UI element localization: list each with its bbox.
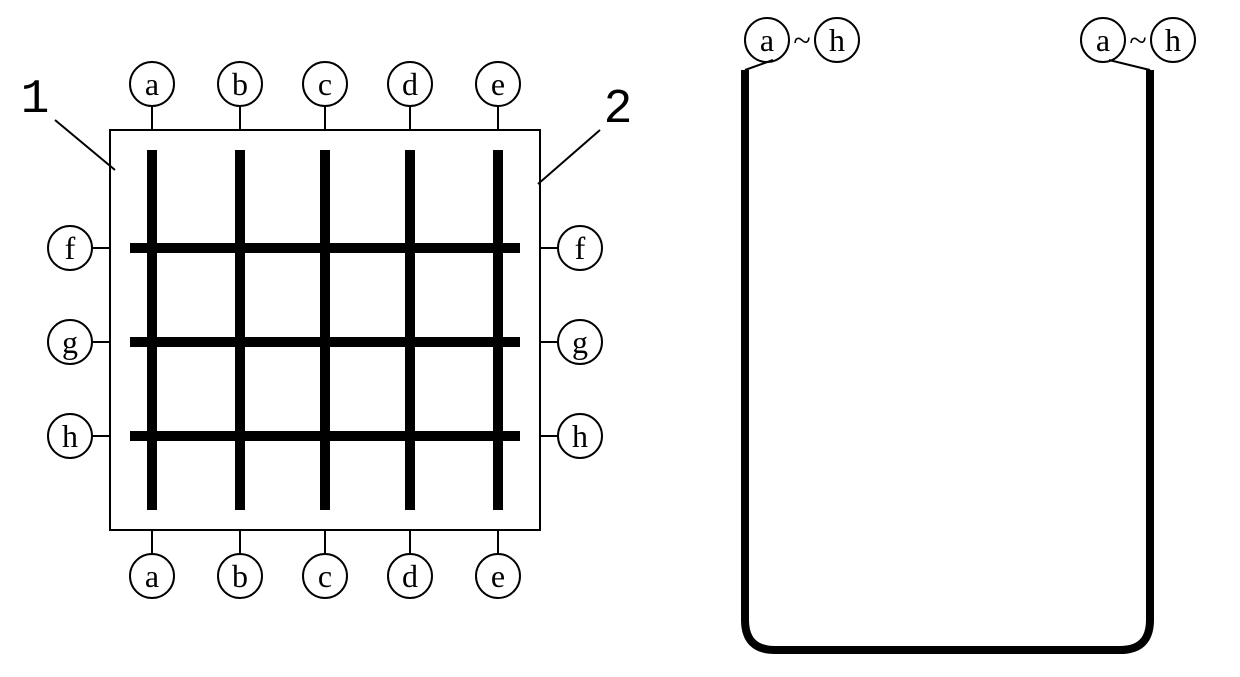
grid-top-label: c <box>303 62 347 106</box>
svg-text:h: h <box>62 418 78 454</box>
grid-top-label: b <box>218 62 262 106</box>
u-top-label-h: h <box>1151 18 1195 62</box>
grid-right-label: h <box>558 414 602 458</box>
svg-text:h: h <box>829 22 845 58</box>
svg-text:d: d <box>402 558 418 594</box>
svg-text:f: f <box>65 230 76 266</box>
callout-line <box>538 130 600 184</box>
callout-number: 2 <box>604 83 633 137</box>
svg-text:h: h <box>572 418 588 454</box>
u-top-label-h: h <box>815 18 859 62</box>
grid-left-label: f <box>48 226 92 270</box>
svg-text:b: b <box>232 558 248 594</box>
grid-bottom-label: a <box>130 554 174 598</box>
connector-line <box>1109 60 1150 70</box>
tilde-label: ~ <box>1129 22 1146 58</box>
svg-text:a: a <box>760 22 774 58</box>
grid-top-label: d <box>388 62 432 106</box>
callout-number: 1 <box>21 73 50 127</box>
svg-text:c: c <box>318 66 332 102</box>
svg-text:a: a <box>1096 22 1110 58</box>
svg-text:g: g <box>572 324 588 360</box>
svg-text:h: h <box>1165 22 1181 58</box>
svg-text:f: f <box>575 230 586 266</box>
svg-text:a: a <box>145 66 159 102</box>
grid-left-label: g <box>48 320 92 364</box>
grid-bottom-label: c <box>303 554 347 598</box>
tilde-label: ~ <box>793 22 810 58</box>
u-shape <box>745 70 1150 650</box>
grid-right-label: f <box>558 226 602 270</box>
grid-bottom-label: e <box>476 554 520 598</box>
svg-text:d: d <box>402 66 418 102</box>
grid-top-label: e <box>476 62 520 106</box>
u-top-label-a: a <box>745 18 789 62</box>
callout-line <box>55 120 115 170</box>
svg-text:e: e <box>491 66 505 102</box>
grid-right-label: g <box>558 320 602 364</box>
svg-text:g: g <box>62 324 78 360</box>
grid-bottom-label: b <box>218 554 262 598</box>
grid-bottom-label: d <box>388 554 432 598</box>
diagram-svg: a a b b c c d d e e f f g g h h 1 2 a h ~ a h ~ <box>0 0 1240 677</box>
svg-text:a: a <box>145 558 159 594</box>
svg-text:b: b <box>232 66 248 102</box>
grid-left-label: h <box>48 414 92 458</box>
u-top-label-a: a <box>1081 18 1125 62</box>
svg-text:c: c <box>318 558 332 594</box>
grid-top-label: a <box>130 62 174 106</box>
svg-text:e: e <box>491 558 505 594</box>
